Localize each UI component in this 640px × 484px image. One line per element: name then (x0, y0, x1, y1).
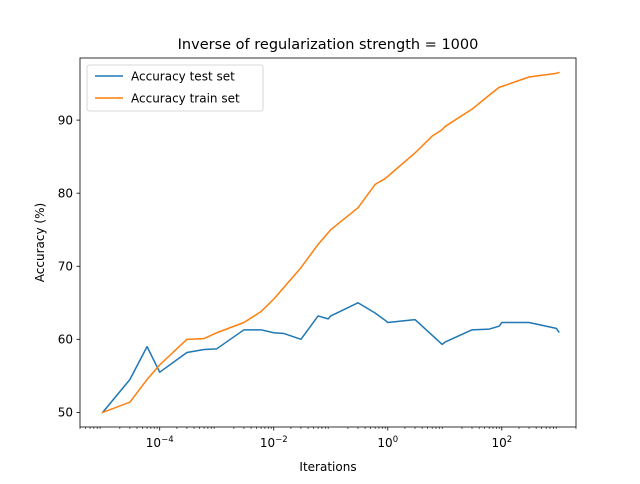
series-line-accuracy-test-set (101, 302, 560, 414)
legend-label-test: Accuracy test set (131, 70, 235, 84)
x-axis-label: Iterations (299, 460, 356, 474)
x-tick-label: 102 (491, 435, 512, 450)
series-line-accuracy-train-set (101, 71, 560, 414)
y-tick-label: 50 (58, 406, 73, 420)
y-axis: 50 60 70 80 90 (58, 113, 80, 420)
legend-label-train: Accuracy train set (131, 92, 240, 106)
chart-title: Inverse of regularization strength = 100… (178, 37, 479, 53)
y-axis-label: Accuracy (%) (33, 203, 47, 282)
plot-area (101, 71, 560, 414)
y-tick-label: 70 (58, 260, 73, 274)
plot-frame (79, 57, 577, 428)
y-tick-label: 60 (58, 333, 73, 347)
x-tick-label: 100 (377, 435, 398, 450)
x-tick-label: 10−4 (146, 435, 174, 450)
x-axis: 10−4 10−2 100 102 (79, 427, 577, 450)
y-tick-label: 80 (58, 186, 73, 200)
x-tick-label: 10−2 (260, 435, 288, 450)
y-tick-label: 90 (58, 113, 73, 127)
legend-box (86, 64, 264, 112)
legend: Accuracy test set Accuracy train set (86, 64, 264, 112)
